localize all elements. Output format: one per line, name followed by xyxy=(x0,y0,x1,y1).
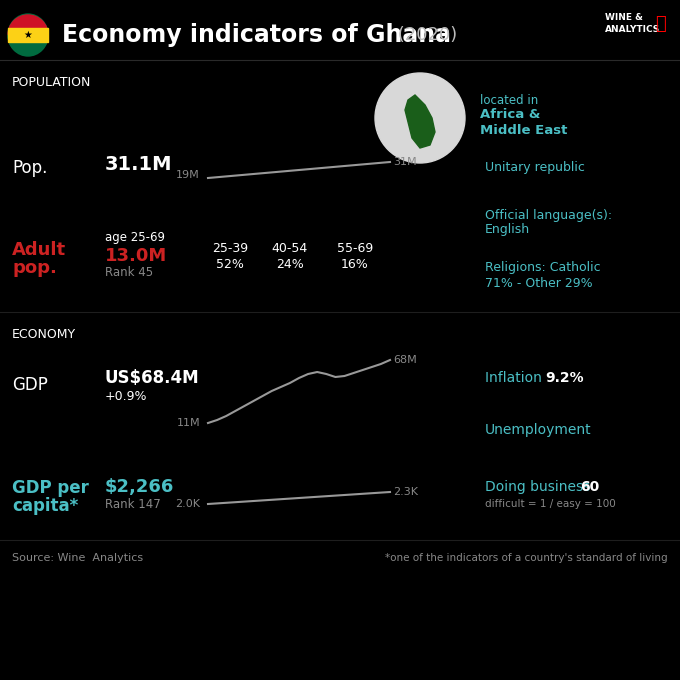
Text: Religions: Catholic: Religions: Catholic xyxy=(485,262,600,275)
Text: 9.2%: 9.2% xyxy=(545,371,583,385)
Text: English: English xyxy=(485,224,530,237)
Text: 2.3K: 2.3K xyxy=(393,487,418,497)
Text: located in: located in xyxy=(480,94,542,107)
Polygon shape xyxy=(405,95,435,148)
Text: age 25-69: age 25-69 xyxy=(105,231,165,245)
Text: 🐓: 🐓 xyxy=(655,15,665,33)
Text: Rank 147: Rank 147 xyxy=(105,498,160,511)
Wedge shape xyxy=(8,15,48,35)
Text: 52%: 52% xyxy=(216,258,244,271)
Text: 31.1M: 31.1M xyxy=(105,156,173,175)
Text: Unitary republic: Unitary republic xyxy=(485,162,585,175)
Text: ANALYTICS: ANALYTICS xyxy=(605,25,660,35)
Text: pop.: pop. xyxy=(12,259,57,277)
Text: ECONOMY: ECONOMY xyxy=(12,328,76,341)
Text: Source: Wine  Analytics: Source: Wine Analytics xyxy=(12,553,143,563)
Text: 40-54: 40-54 xyxy=(272,241,308,254)
Text: $2,266: $2,266 xyxy=(105,478,174,496)
Text: 19M: 19M xyxy=(176,170,200,180)
Text: Unemployment: Unemployment xyxy=(485,423,592,437)
Text: Rank 45: Rank 45 xyxy=(105,267,153,279)
Circle shape xyxy=(375,73,465,163)
Text: ★: ★ xyxy=(24,30,33,40)
Text: 71% - Other 29%: 71% - Other 29% xyxy=(485,277,593,290)
Text: Pop.: Pop. xyxy=(12,159,48,177)
Text: Middle East: Middle East xyxy=(480,124,567,137)
Text: 11M: 11M xyxy=(176,418,200,428)
Text: +0.9%: +0.9% xyxy=(105,390,148,403)
Text: 13.0M: 13.0M xyxy=(105,247,167,265)
Text: Economy indicators of Ghana: Economy indicators of Ghana xyxy=(62,23,451,47)
Text: 31M: 31M xyxy=(393,157,417,167)
Text: 16%: 16% xyxy=(341,258,369,271)
Text: US$68.4M: US$68.4M xyxy=(105,369,200,387)
Bar xyxy=(8,28,48,42)
Text: (2020): (2020) xyxy=(392,26,457,44)
Text: Doing business: Doing business xyxy=(485,480,590,494)
Text: capita*: capita* xyxy=(12,497,78,515)
Text: 24%: 24% xyxy=(276,258,304,271)
Text: Official language(s):: Official language(s): xyxy=(485,209,612,222)
Text: Inflation: Inflation xyxy=(485,371,546,385)
Text: Adult: Adult xyxy=(12,241,66,259)
Ellipse shape xyxy=(8,14,48,56)
Text: *one of the indicators of a country's standard of living: *one of the indicators of a country's st… xyxy=(386,553,668,563)
Text: 68M: 68M xyxy=(393,355,417,365)
Wedge shape xyxy=(8,35,48,55)
Text: POPULATION: POPULATION xyxy=(12,75,91,88)
Text: GDP: GDP xyxy=(12,376,48,394)
Text: GDP per: GDP per xyxy=(12,479,89,497)
Text: 2.0K: 2.0K xyxy=(175,499,200,509)
Text: 25-39: 25-39 xyxy=(212,241,248,254)
Text: 55-69: 55-69 xyxy=(337,241,373,254)
Text: Africa &: Africa & xyxy=(480,109,541,122)
Text: WINE &: WINE & xyxy=(605,14,643,22)
Text: 60: 60 xyxy=(580,480,599,494)
Text: difficult = 1 / easy = 100: difficult = 1 / easy = 100 xyxy=(485,499,616,509)
